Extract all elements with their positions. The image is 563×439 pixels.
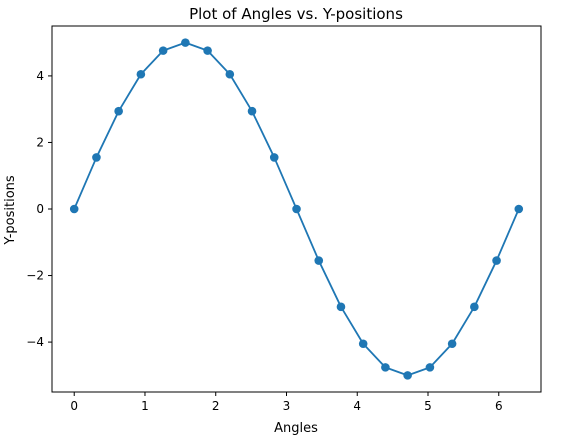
data-point-7: [225, 69, 235, 79]
data-point-12: [336, 302, 346, 312]
x-tick-label-3: 3: [283, 399, 291, 413]
data-point-19: [492, 256, 501, 265]
data-point-4: [158, 46, 168, 55]
y-axis-label: Y-positions: [3, 175, 18, 246]
chart-title: Plot of Angles vs. Y-positions: [189, 5, 403, 23]
y-tick-label-3: 2: [36, 135, 44, 149]
data-point-16: [425, 363, 435, 372]
x-tick-label-1: 1: [141, 399, 149, 413]
y-tick-label-4: 4: [36, 69, 44, 83]
data-point-2: [114, 106, 123, 116]
data-point-6: [203, 46, 212, 55]
y-tick-label-0: −4: [26, 335, 44, 349]
plot-area: 0 1 2 3 4 5 6 −4 −2 0 2 4: [26, 25, 542, 413]
data-point-13: [358, 339, 368, 349]
data-point-1: [92, 153, 101, 162]
x-axis-label: Angles: [274, 421, 318, 436]
x-tick-label-5: 5: [424, 399, 432, 413]
x-tick-label-4: 4: [353, 399, 361, 413]
data-point-3: [136, 69, 146, 79]
data-point-20: [514, 204, 524, 214]
data-point-0: [69, 204, 79, 214]
data-point-10: [292, 204, 301, 214]
x-tick-label-2: 2: [212, 399, 220, 413]
data-point-14: [381, 363, 390, 372]
data-point-9: [269, 153, 279, 162]
data-point-5: [181, 38, 190, 47]
data-point-18: [470, 302, 479, 312]
y-tick-label-1: −2: [26, 269, 44, 283]
data-point-11: [314, 256, 324, 265]
data-point-15: [403, 371, 412, 380]
y-tick-label-2: 0: [36, 202, 44, 216]
x-tick-label-6: 6: [495, 399, 503, 413]
data-point-8: [247, 106, 257, 116]
x-tick-label-0: 0: [70, 399, 78, 413]
data-point-17: [447, 339, 457, 349]
